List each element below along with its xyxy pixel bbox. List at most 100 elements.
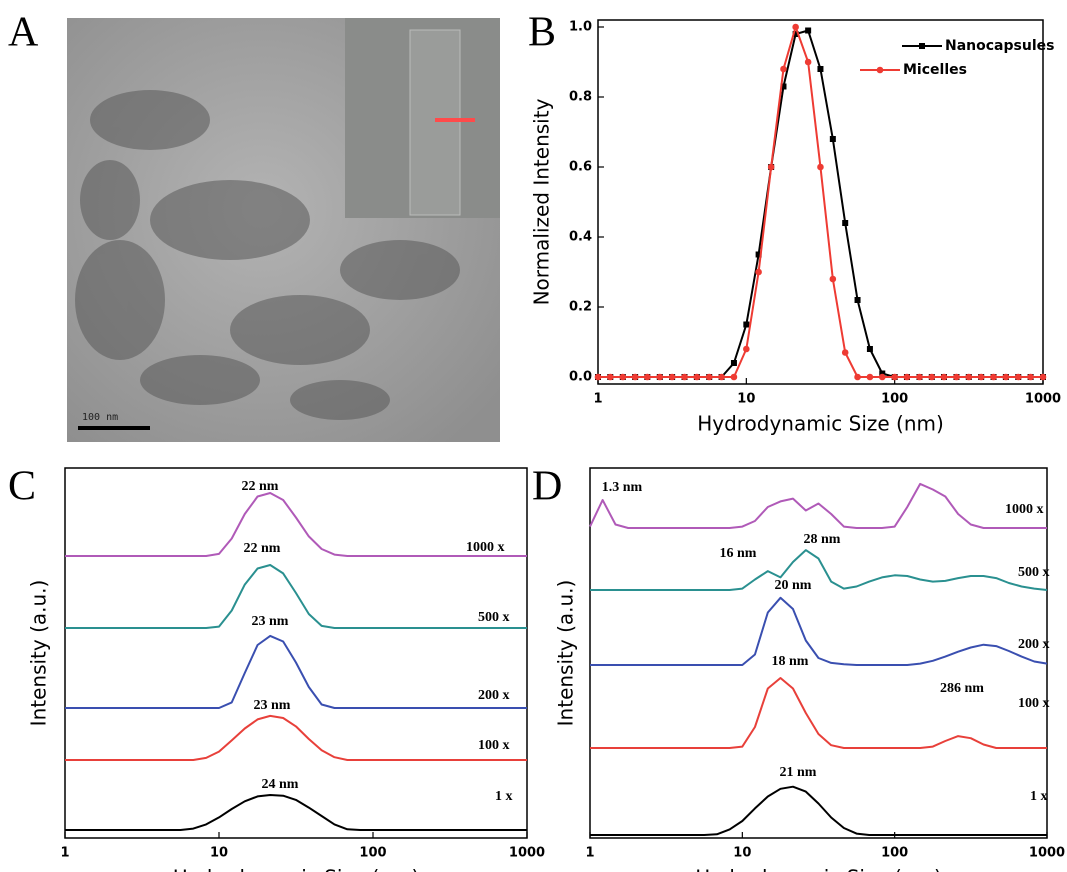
scale-bar-label: 100 nm xyxy=(82,412,118,423)
series-line xyxy=(65,634,527,709)
peak-label: 1.3 nm xyxy=(602,480,643,495)
x-tick-label: 10 xyxy=(737,392,755,407)
x-tick-label: 1000 xyxy=(1025,392,1061,407)
x-tick-label: 10 xyxy=(210,846,228,861)
series-line xyxy=(590,785,1047,836)
series-line xyxy=(598,29,1043,378)
y-tick-label: 0.4 xyxy=(569,230,592,245)
peak-label: 16 nm xyxy=(720,546,757,561)
series-line xyxy=(65,794,527,831)
data-point xyxy=(854,373,861,381)
legend-label: Micelles xyxy=(903,62,967,78)
plot-frame xyxy=(589,467,1048,839)
x-axis-label: Hydrodynamic Size (nm) xyxy=(173,866,420,872)
data-point xyxy=(804,58,812,66)
y-tick-label: 1.0 xyxy=(569,20,592,35)
series-line xyxy=(590,677,1047,749)
data-point xyxy=(928,373,936,381)
data-point xyxy=(792,23,799,31)
series-label: 1000 x xyxy=(466,540,505,555)
x-tick-label: 100 xyxy=(359,846,386,861)
data-point xyxy=(805,27,812,34)
data-point xyxy=(1002,373,1010,381)
x-tick-label: 1 xyxy=(60,846,69,861)
data-point xyxy=(780,65,787,73)
legend-marker xyxy=(919,43,925,49)
peak-label: 28 nm xyxy=(804,532,841,547)
series-line xyxy=(589,482,1047,529)
x-axis-label: Hydrodynamic Size (nm) xyxy=(697,412,944,436)
peak-label: 23 nm xyxy=(254,698,291,713)
peak-label: 24 nm xyxy=(262,777,299,792)
data-point xyxy=(817,66,824,72)
data-point xyxy=(965,373,973,381)
data-point xyxy=(866,346,873,352)
series-line xyxy=(65,492,527,557)
data-point xyxy=(606,373,614,381)
x-tick-label: 10 xyxy=(733,846,751,861)
plot-frame xyxy=(597,19,1044,385)
data-point xyxy=(940,373,948,381)
peak-label: 21 nm xyxy=(780,765,817,780)
series-line xyxy=(590,549,1048,591)
data-point xyxy=(730,360,737,366)
panel-label: B xyxy=(528,10,556,56)
data-point xyxy=(668,373,676,381)
tem-texture xyxy=(75,90,460,420)
data-point xyxy=(916,373,923,381)
data-point xyxy=(693,373,701,381)
data-point xyxy=(718,373,725,381)
data-point xyxy=(842,220,849,226)
x-tick-label: 100 xyxy=(881,392,908,407)
series-label: 100 x xyxy=(1018,696,1050,711)
x-tick-label: 1 xyxy=(593,392,602,407)
peak-label: 22 nm xyxy=(242,479,279,494)
panel: 1 10 100 1000 Hydrodynamic Size (nm) Intensit… xyxy=(554,467,1065,872)
x-tick-label: 1 xyxy=(585,846,594,861)
data-point xyxy=(879,370,886,377)
cuvette xyxy=(409,29,461,216)
x-axis-label: Hydrodynamic Size (nm) xyxy=(695,866,942,872)
plot-frame xyxy=(64,467,528,839)
data-point xyxy=(730,373,738,381)
series-label: 1 x xyxy=(1030,789,1048,804)
x-tick-label: 1000 xyxy=(1029,846,1065,861)
series-label: 200 x xyxy=(1018,637,1050,652)
panel-label: D xyxy=(532,464,562,510)
peak-label: 23 nm xyxy=(252,614,289,629)
data-point xyxy=(866,373,874,381)
y-tick-label: 0.6 xyxy=(569,160,592,175)
data-point xyxy=(743,321,750,328)
data-point xyxy=(841,349,849,356)
data-point xyxy=(743,345,750,353)
data-point xyxy=(1027,373,1034,381)
data-point xyxy=(619,373,627,381)
series-label: 500 x xyxy=(478,610,510,625)
data-point xyxy=(829,136,836,142)
data-point xyxy=(644,373,651,381)
legend-label: Nanocapsules xyxy=(945,38,1054,54)
series-label: 500 x xyxy=(1018,565,1050,580)
y-tick-label: 0.8 xyxy=(569,90,592,105)
y-axis-label: Intensity (a.u.) xyxy=(27,580,51,727)
peak-label: 20 nm xyxy=(775,578,812,593)
panel: 1 10 100 1000 Hydrodynamic Size (nm) Normaliz… xyxy=(530,19,1061,436)
micrograph: 100 nm xyxy=(67,18,500,442)
data-point xyxy=(891,373,898,381)
series-line xyxy=(590,596,1048,666)
data-point xyxy=(656,373,664,381)
series-label: 1000 x xyxy=(1005,502,1044,517)
data-point xyxy=(903,373,911,381)
data-point xyxy=(1039,373,1047,381)
data-point xyxy=(990,373,997,381)
series-line xyxy=(65,714,527,761)
data-point xyxy=(755,268,762,276)
data-point xyxy=(953,373,960,381)
series-label: 200 x xyxy=(478,688,510,703)
data-point xyxy=(878,373,886,381)
data-point xyxy=(705,373,713,381)
data-point xyxy=(780,83,787,90)
data-point xyxy=(1014,373,1022,381)
series-line xyxy=(598,23,1043,378)
